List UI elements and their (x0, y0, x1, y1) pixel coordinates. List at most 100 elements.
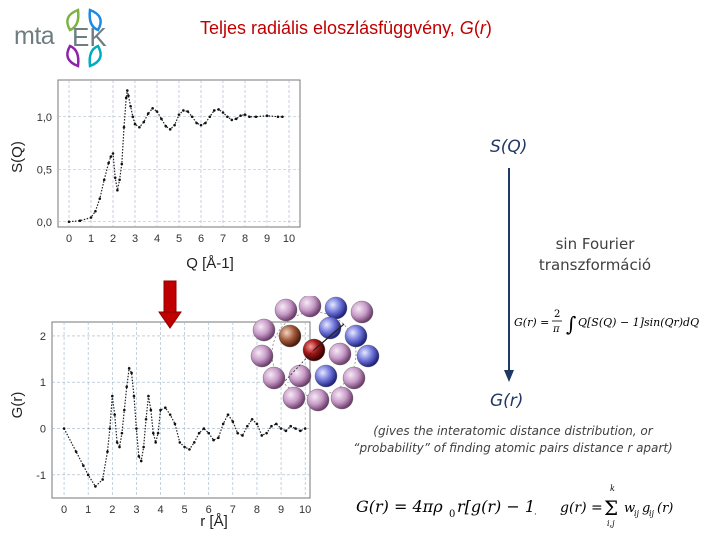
data-point (98, 197, 102, 200)
data-point (74, 450, 78, 453)
fourier-label: sin Fourier transzformáció (520, 234, 670, 276)
x-tick-label: 10 (299, 504, 311, 516)
data-point (221, 111, 225, 114)
radius-line-dashed (283, 349, 315, 383)
data-point (255, 422, 259, 426)
svg-text:r[g(r) − 1]: r[g(r) − 1] (457, 497, 536, 516)
data-point (231, 420, 235, 423)
data-point (265, 114, 269, 117)
x-tick-label: 3 (133, 504, 139, 516)
gsum-formula-render: g(r) = k Σ i,j w ij g ij (r) (560, 484, 673, 528)
data-point (120, 162, 124, 166)
data-point (260, 434, 264, 437)
data-point (120, 431, 124, 435)
atom-sphere (318, 316, 342, 340)
data-point (115, 441, 119, 444)
svg-text:0: 0 (449, 509, 455, 520)
x-tick-label: 10 (283, 233, 295, 245)
data-point (113, 176, 117, 179)
fourier-line-2: transzformáció (538, 256, 652, 274)
data-point (250, 417, 254, 421)
atom-sphere (298, 296, 322, 318)
data-point (89, 216, 93, 219)
svg-text:π: π (552, 324, 560, 335)
data-point (102, 178, 106, 182)
data-point (164, 124, 168, 128)
x-axis-label: r [Å] (200, 513, 228, 530)
title-paren-open: ( (473, 18, 480, 38)
data-point (142, 445, 145, 449)
sq-chart: 0 1 2 3 4 5 6 7 8 9 10 0,0 0,5 1,0 Q [Å-1] S(Q) (9, 79, 301, 272)
data-point (131, 115, 135, 119)
x-tick-label: 1 (88, 233, 94, 245)
x-tick-label: 4 (157, 504, 163, 516)
svg-text:w: w (624, 501, 635, 516)
data-point (116, 188, 119, 192)
data-point (108, 427, 112, 430)
data-point (156, 431, 160, 435)
x-tick-label: 9 (264, 233, 270, 245)
data-point (183, 445, 186, 449)
data-point (135, 427, 138, 430)
data-point (155, 110, 159, 113)
data-point (270, 424, 273, 428)
data-point (67, 220, 71, 224)
data-point (226, 413, 230, 416)
svg-text:Σ: Σ (604, 496, 618, 520)
gr-formula-render: G(r) = 4πρ 0 r[g(r) − 1] (356, 497, 542, 520)
x-tick-label: 0 (61, 504, 67, 516)
atom-sphere (262, 366, 286, 390)
svg-text:ij: ij (649, 509, 655, 518)
transform-formula: G(r) = 2 π ∫ Q[S(Q) − 1]sin(Qr)dQ (512, 302, 712, 347)
data-point (217, 436, 220, 440)
svg-text:g(r) =: g(r) = (560, 500, 603, 516)
data-point (168, 413, 172, 416)
atom-sphere (278, 324, 302, 348)
data-point (147, 394, 150, 398)
data-point (159, 408, 162, 412)
y-tick-label: 2 (40, 331, 46, 343)
data-point (299, 429, 302, 433)
data-point (86, 473, 90, 477)
svg-text:∫: ∫ (566, 312, 576, 336)
data-point (239, 114, 242, 117)
transform-formula-render: G(r) = 2 π ∫ Q[S(Q) − 1]sin(Qr)dQ (512, 302, 712, 344)
atom-sphere (350, 300, 374, 324)
y-tick-label: 1 (40, 377, 46, 389)
data-point (151, 107, 154, 110)
atom-sphere (288, 364, 312, 388)
data-point (195, 121, 198, 125)
logo-text: mta (14, 22, 55, 50)
data-point (173, 422, 177, 426)
data-point (248, 115, 251, 119)
mta-logo: mta EK (10, 6, 130, 70)
x-tick-label: 1 (85, 504, 91, 516)
transform-arrow (504, 168, 514, 382)
data-point (118, 445, 121, 449)
atom-sphere (274, 298, 298, 322)
atom-sphere (344, 324, 368, 348)
data-point (254, 115, 258, 119)
logo-emblem-icon: EK (66, 8, 107, 68)
data-point (212, 438, 215, 442)
data-point (303, 427, 307, 430)
data-point (188, 448, 191, 451)
data-point (217, 108, 220, 111)
page-title: Teljes radiális eloszlásfüggvény, G(r) (200, 18, 492, 39)
data-point (78, 219, 82, 222)
x-tick-label: 2 (110, 233, 116, 245)
data-point (122, 125, 126, 129)
series-line (68, 90, 283, 223)
data-point (284, 429, 288, 433)
x-tick-label: 2 (109, 504, 115, 516)
data-point (207, 431, 211, 435)
x-tick-label: 3 (132, 233, 138, 245)
data-point (190, 115, 194, 119)
y-tick-label: 1,0 (37, 112, 52, 124)
gr-chart: 0 1 2 3 4 5 6 7 8 9 10 -1 0 1 2 r [Å] G(r) (9, 321, 311, 530)
data-point (94, 485, 97, 488)
svg-text:k: k (610, 484, 615, 493)
data-point (62, 427, 66, 430)
x-tick-label: 6 (198, 233, 204, 245)
data-point (192, 441, 196, 444)
